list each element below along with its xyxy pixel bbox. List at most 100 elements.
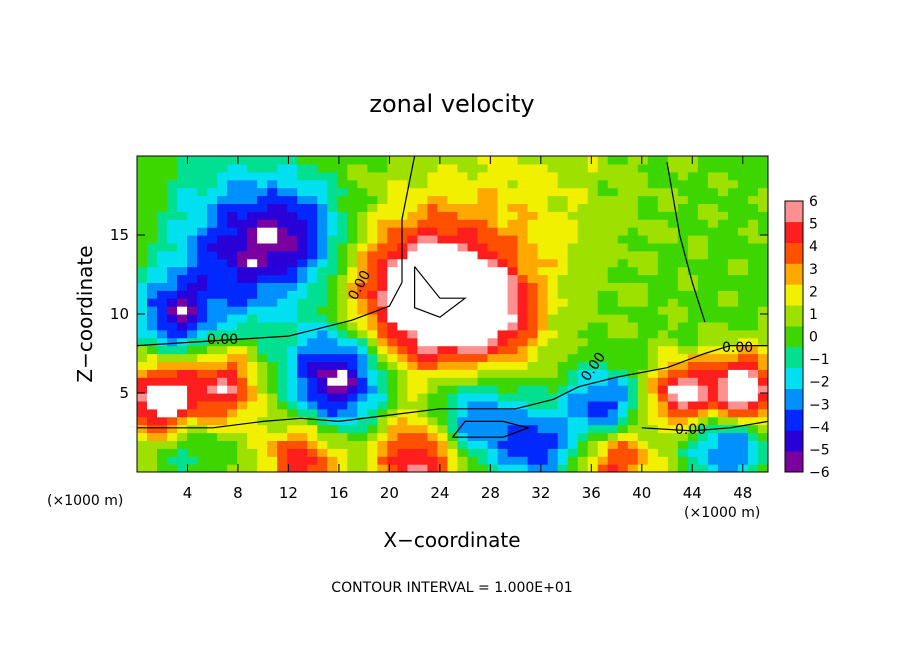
heatmap-cell [737,329,749,339]
heatmap-cell [527,235,539,244]
heatmap-cell [287,258,298,268]
heatmap-cell [397,464,409,472]
heatmap-cell [157,242,168,252]
heatmap-cell [717,235,729,244]
heatmap-cell [277,203,288,212]
heatmap-cell [527,274,539,283]
heatmap-cell [307,314,318,323]
heatmap-cell [587,432,599,441]
heatmap-cell [327,432,338,441]
heatmap-cell [217,156,228,165]
heatmap-cell [617,464,629,472]
heatmap-cell [237,242,248,252]
heatmap-cell [157,250,168,260]
heatmap-cell [627,156,639,165]
heatmap-cell [577,282,589,291]
colorbar-label: 3 [809,262,818,278]
heatmap-cell [387,424,399,434]
heatmap-cell [537,337,549,347]
heatmap-cell [447,448,459,457]
heatmap-cell [627,227,639,236]
heatmap-cell [347,369,358,378]
heatmap-cell [617,361,629,370]
heatmap-cell [607,266,619,276]
heatmap-cell [517,424,529,434]
heatmap-cell [277,290,288,299]
heatmap-cell [557,187,569,197]
heatmap-cell [187,369,198,378]
heatmap-cell [737,314,749,323]
heatmap-cell [297,456,308,465]
heatmap-cell [477,408,489,418]
heatmap-cell [437,258,449,268]
heatmap-cell [497,258,509,268]
heatmap-cell [207,385,218,394]
heatmap-cell [397,440,409,449]
heatmap-cell [737,242,749,252]
heatmap-cell [167,211,178,220]
heatmap-cell [467,171,479,181]
heatmap-cell [367,235,378,244]
heatmap-cell [537,432,549,441]
heatmap-cell [567,464,579,472]
heatmap-cell [147,424,158,434]
heatmap-cell [477,321,489,331]
heatmap-cell [727,258,739,268]
heatmap-cell [657,448,669,457]
heatmap-cell [537,306,549,315]
heatmap-cell [447,171,459,181]
heatmap-cell [187,456,198,465]
heatmap-cell [707,329,719,339]
heatmap-cell [357,211,368,220]
heatmap-cell [727,377,739,386]
heatmap-cell [527,408,539,418]
heatmap-cell [307,448,318,457]
heatmap-cell [647,282,659,291]
heatmap-cell [577,274,589,283]
heatmap-cell [387,179,399,189]
heatmap-cell [527,464,539,472]
heatmap-cell [277,258,288,268]
heatmap-cell [617,242,629,252]
heatmap-cell [757,408,768,418]
heatmap-cell [457,353,469,362]
heatmap-cell [507,345,519,355]
heatmap-cell [207,377,218,386]
heatmap-cell [577,156,589,165]
heatmap-cell [527,440,539,449]
heatmap-cell [677,306,689,315]
heatmap-cell [157,211,168,220]
heatmap-cell [617,235,629,244]
heatmap-cell [377,219,388,228]
heatmap-cell [417,195,429,204]
heatmap-cell [467,187,479,197]
heatmap-cell [637,321,649,331]
heatmap-cell [627,298,639,307]
heatmap-cell [607,416,619,426]
heatmap-cell [417,171,429,181]
heatmap-cell [407,219,419,228]
heatmap-cell [437,329,449,339]
heatmap-cell [277,242,288,252]
heatmap-cell [687,250,699,260]
heatmap-cell [717,266,729,276]
heatmap-cell [367,203,378,212]
heatmap-cell [717,258,729,268]
heatmap-cell [467,219,479,228]
heatmap-cell [327,195,338,204]
heatmap-cell [347,258,358,268]
heatmap-cell [617,345,629,355]
heatmap-cell [617,314,629,323]
heatmap-cell [447,400,459,410]
heatmap-cell [627,258,639,268]
heatmap-cell [197,369,208,378]
heatmap-cell [147,282,158,291]
heatmap-cell [267,242,278,252]
heatmap-cell [247,337,258,347]
heatmap-cell [397,321,409,331]
heatmap-cell [757,282,768,291]
heatmap-cell [377,274,388,283]
heatmap-cell [707,385,719,394]
heatmap-cell [727,329,739,339]
